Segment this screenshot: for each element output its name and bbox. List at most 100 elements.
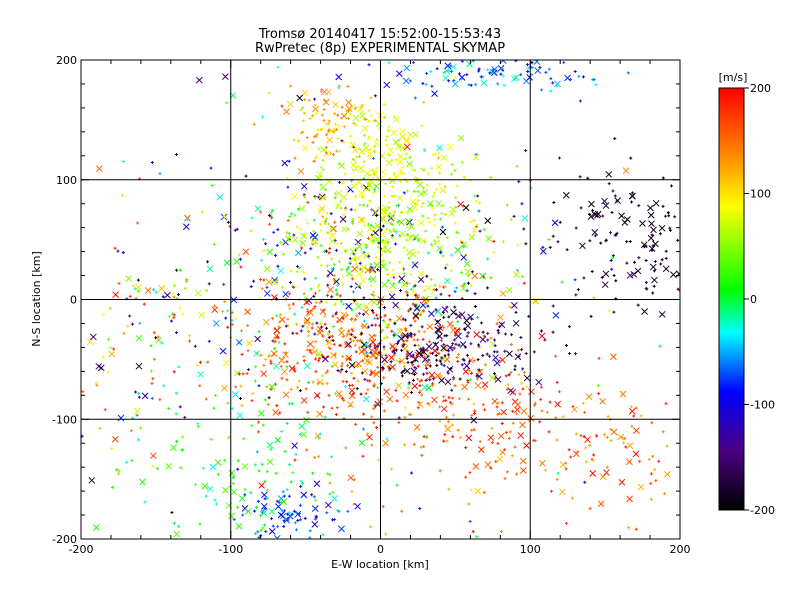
scatter-point: [326, 293, 330, 297]
scatter-point: [360, 371, 364, 375]
scatter-point: [366, 150, 374, 158]
scatter-point: [335, 241, 339, 245]
scatter-point: [294, 249, 302, 257]
scatter-point: [664, 249, 668, 253]
scatter-point: [261, 115, 265, 119]
scatter-point: [373, 261, 380, 269]
scatter-point: [319, 229, 323, 233]
scatter-point: [430, 244, 434, 248]
scatter-point: [562, 61, 566, 65]
scatter-point: [440, 362, 444, 366]
scatter-point: [532, 438, 536, 442]
scatter-point: [385, 135, 389, 139]
scatter-point: [479, 321, 483, 325]
scatter-point: [121, 159, 125, 163]
scatter-point: [333, 278, 340, 285]
scatter-point: [535, 378, 543, 386]
scatter-point: [363, 224, 367, 228]
scatter-point: [329, 228, 333, 232]
scatter-point: [477, 209, 481, 213]
scatter-point: [252, 279, 256, 283]
scatter-point: [603, 469, 610, 476]
scatter-point: [407, 234, 414, 242]
scatter-point: [641, 308, 648, 315]
scatter-point: [373, 236, 381, 243]
scatter-point: [409, 323, 413, 327]
scatter-point: [436, 235, 440, 239]
scatter-point: [188, 339, 192, 343]
scatter-point: [432, 191, 436, 195]
scatter-point: [439, 339, 443, 343]
scatter-point: [441, 203, 445, 207]
scatter-point: [253, 350, 261, 357]
scatter-point: [345, 341, 353, 348]
scatter-point: [405, 238, 409, 242]
scatter-point: [230, 488, 238, 496]
scatter-point: [345, 99, 352, 106]
scatter-point: [241, 372, 245, 376]
scatter-point: [402, 391, 410, 399]
scatter-point: [324, 133, 328, 137]
scatter-point: [340, 311, 348, 319]
scatter-point: [366, 431, 370, 435]
scatter-point: [301, 324, 305, 328]
scatter-point: [413, 373, 417, 377]
scatter-point: [449, 69, 453, 73]
scatter-point: [450, 309, 457, 316]
scatter-point: [398, 275, 406, 283]
scatter-point: [549, 489, 553, 493]
scatter-point: [345, 313, 349, 317]
scatter-point: [665, 444, 669, 448]
scatter-point: [274, 253, 278, 257]
scatter-point: [196, 422, 200, 426]
scatter-point: [244, 308, 251, 316]
scatter-point: [282, 391, 290, 399]
scatter-point: [426, 251, 430, 255]
scatter-point: [626, 495, 633, 503]
scatter-point: [486, 286, 490, 290]
scatter-point: [458, 311, 466, 319]
scatter-point: [352, 376, 356, 380]
scatter-point: [648, 220, 655, 228]
scatter-point: [414, 303, 418, 307]
scatter-point: [392, 173, 400, 181]
scatter-point: [401, 281, 408, 288]
scatter-point: [185, 279, 189, 283]
scatter-point: [488, 71, 492, 75]
scatter-point: [212, 406, 216, 410]
scatter-point: [382, 336, 386, 340]
scatter-point: [374, 214, 378, 218]
scatter-point: [207, 282, 211, 286]
scatter-point: [195, 363, 199, 367]
scatter-point: [317, 325, 324, 333]
scatter-point: [370, 240, 374, 244]
scatter-point: [350, 308, 354, 312]
scatter-point: [358, 283, 362, 287]
scatter-point: [318, 432, 322, 436]
scatter-point: [325, 326, 329, 330]
scatter-point: [397, 421, 401, 425]
scatter-point: [597, 356, 601, 360]
scatter-point: [299, 239, 306, 247]
scatter-point: [137, 438, 141, 442]
scatter-point: [416, 181, 424, 189]
scatter-point: [398, 168, 402, 172]
scatter-point: [412, 248, 416, 252]
scatter-point: [518, 392, 522, 396]
scatter-point: [442, 326, 446, 330]
scatter-point: [370, 415, 374, 419]
scatter-point: [327, 345, 331, 349]
scatter-point: [351, 146, 359, 154]
scatter-point: [325, 131, 329, 135]
scatter-point: [263, 479, 267, 483]
scatter-point: [320, 113, 324, 117]
scatter-point: [477, 345, 481, 349]
scatter-point: [300, 431, 307, 438]
scatter-point: [528, 388, 535, 396]
scatter-point: [366, 358, 373, 366]
scatter-point: [389, 343, 396, 350]
scatter-point: [254, 505, 258, 509]
scatter-point: [322, 119, 326, 123]
scatter-point: [551, 234, 555, 238]
scatter-point: [313, 97, 317, 101]
